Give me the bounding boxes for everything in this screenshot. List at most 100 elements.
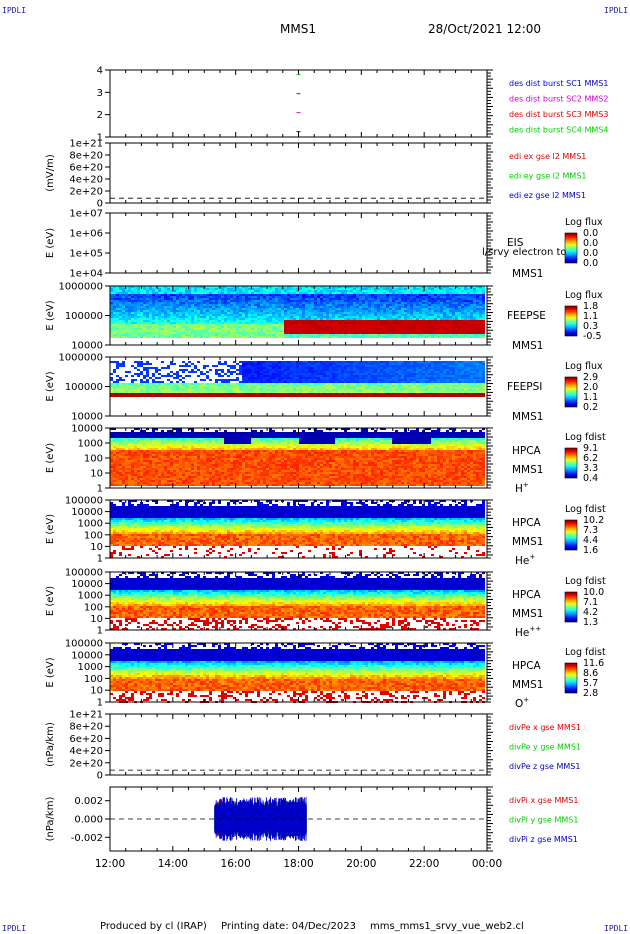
y-axis-label-divpe: (nPa/km) xyxy=(45,722,56,767)
colorbar-tick-label-hpca_he1: 1.6 xyxy=(583,545,598,556)
colorbar-tick-label-hpca_o: 11.6 xyxy=(583,658,604,669)
colorbar-tick-label-hpca_he1: 10.2 xyxy=(583,515,604,526)
colorbar-tick-label-feepse: 1.8 xyxy=(583,301,598,312)
y-tick-label-hpca_o: 1 xyxy=(97,698,103,709)
x-tick-label: 22:00 xyxy=(409,858,439,870)
instrument-label-hpca_o: HPCA xyxy=(512,660,542,672)
y-tick-label-hpca_he1: 100 xyxy=(84,530,103,541)
y-tick-label-eis: 1e+07 xyxy=(69,209,103,220)
y-tick-label-burst: 3 xyxy=(97,88,103,99)
y-tick-label-hpca_o: 10 xyxy=(90,686,103,697)
species-charge: + xyxy=(523,696,529,704)
y-tick-label-hpca_he2: 100000 xyxy=(65,568,103,579)
y-axis-label-edi: (mV/m) xyxy=(45,154,56,192)
colorbar-tick-label-hpca_he1: 7.3 xyxy=(583,525,598,536)
colorbar-tick-label-hpca_h: 0.4 xyxy=(583,473,598,484)
colorbar-tick-label-eis: 0.0 xyxy=(583,228,598,239)
colorbar-tick-label-hpca_he2: 4.2 xyxy=(583,607,598,618)
y-tick-label-edi: 8e+20 xyxy=(69,151,103,162)
colorbar-hpca_h xyxy=(564,447,578,479)
panel-frame-burst xyxy=(109,69,488,138)
footer-file: mms_mms1_srvy_vue_web2.cl xyxy=(370,921,524,932)
colorbar-hpca_he2 xyxy=(564,591,578,623)
y-tick-label-hpca_he1: 1 xyxy=(97,554,103,565)
spectrogram-hpca_he2 xyxy=(110,572,485,630)
colorbar-title-hpca_h: Log fdist xyxy=(565,432,606,443)
legend-item-burst: des dist burst SC4 MMS4 xyxy=(509,126,608,135)
y-tick-label-feepsi: 1000000 xyxy=(58,353,103,364)
species-label-hpca_he1: He+ xyxy=(515,553,535,567)
species-charge: ++ xyxy=(529,625,541,633)
legend-item-divpe: divPe z gse MMS1 xyxy=(509,762,580,771)
y-tick-label-feepsi: 10000 xyxy=(71,412,103,423)
instrument-label-feepse: FEEPSE xyxy=(507,310,546,322)
spacecraft-label-feepse: MMS1 xyxy=(512,340,543,352)
colorbar-tick-label-hpca_h: 9.1 xyxy=(583,443,598,454)
colorbar-feepse xyxy=(564,305,578,337)
x-tick-label: 00:00 xyxy=(472,858,502,870)
legend-item-edi: edi ey gse l2 MMS1 xyxy=(509,172,587,181)
overlay-text-eis: l/srvy electron to xyxy=(482,247,567,258)
colorbar-hpca_o xyxy=(564,662,578,694)
y-axis-label-eis: E (eV) xyxy=(45,228,56,258)
colorbar-tick-label-feepse: -0.5 xyxy=(583,331,602,342)
legend-item-burst: des dist burst SC2 MMS2 xyxy=(509,95,608,104)
colorbar-tick-label-feepsi: 1.1 xyxy=(583,392,598,403)
colorbar-title-eis: Log flux xyxy=(565,217,603,228)
y-tick-label-burst: 1 xyxy=(97,133,103,144)
y-tick-label-hpca_o: 10000 xyxy=(71,650,103,661)
y-tick-label-divpe: 0 xyxy=(97,771,103,782)
y-tick-label-hpca_h: 1 xyxy=(97,484,103,495)
y-tick-label-divpe: 2e+20 xyxy=(69,758,103,769)
colorbar-tick-label-hpca_o: 8.6 xyxy=(583,668,598,679)
y-tick-label-burst: 2 xyxy=(97,110,103,121)
legend-item-divpi: divPi y gse MMS1 xyxy=(509,816,578,825)
colorbar-tick-label-feepse: 0.3 xyxy=(583,321,598,332)
y-tick-label-hpca_he2: 10 xyxy=(90,614,103,625)
spectrogram-feepse xyxy=(110,286,485,338)
species-label-hpca_he2: He++ xyxy=(515,625,541,639)
y-tick-label-hpca_he1: 10000 xyxy=(71,507,103,518)
colorbar-tick-label-hpca_o: 2.8 xyxy=(583,688,598,699)
y-tick-label-hpca_h: 10000 xyxy=(71,424,103,435)
y-tick-label-eis: 1e+05 xyxy=(69,249,103,260)
colorbar-title-feepsi: Log flux xyxy=(565,361,603,372)
panel-frame-divpe xyxy=(109,713,488,776)
footer-printing-date: Printing date: 04/Dec/2023 xyxy=(221,921,357,932)
instrument-label-hpca_he2: HPCA xyxy=(512,589,542,601)
colorbar-tick-label-hpca_o: 5.7 xyxy=(583,678,598,689)
y-tick-label-hpca_o: 1000 xyxy=(78,662,103,673)
y-tick-label-hpca_o: 100000 xyxy=(65,639,103,650)
colorbar-tick-label-hpca_he1: 4.4 xyxy=(583,535,598,546)
y-axis-label-feepsi: E (eV) xyxy=(45,371,56,401)
y-tick-label-divpe: 6e+20 xyxy=(69,734,103,745)
y-tick-label-hpca_he2: 1000 xyxy=(78,591,103,602)
corner-label-bottom-right: IPDLI xyxy=(604,924,629,933)
y-axis-label-feepse: E (eV) xyxy=(45,300,56,330)
spacecraft-label-hpca_h: MMS1 xyxy=(512,464,543,476)
y-tick-label-hpca_he1: 100000 xyxy=(65,496,103,507)
species-charge: + xyxy=(529,553,535,561)
species-charge: + xyxy=(523,481,529,489)
x-tick-label: 14:00 xyxy=(158,858,188,870)
legend-item-edi: edi ez gse l2 MMS1 xyxy=(509,191,586,200)
colorbar-feepsi xyxy=(564,376,578,408)
y-axis-label-divpi: (nPa/km) xyxy=(45,797,56,842)
y-axis-label-hpca_o: E (eV) xyxy=(45,657,56,687)
y-tick-label-edi: 0 xyxy=(97,199,103,210)
instrument-label-hpca_he1: HPCA xyxy=(512,517,542,529)
legend-item-burst: des dist burst SC1 MMS1 xyxy=(509,79,608,88)
y-tick-label-divpe: 4e+20 xyxy=(69,746,103,757)
legend-item-edi: edi ex gse l2 MMS1 xyxy=(509,152,586,161)
y-tick-label-edi: 2e+20 xyxy=(69,187,103,198)
y-tick-label-hpca_o: 100 xyxy=(84,674,103,685)
y-tick-label-hpca_h: 1000 xyxy=(78,439,103,450)
y-tick-label-edi: 4e+20 xyxy=(69,175,103,186)
legend-item-divpi: divPi x gse MMS1 xyxy=(509,796,578,805)
colorbar-title-hpca_o: Log fdist xyxy=(565,647,606,658)
y-tick-label-edi: 1e+21 xyxy=(69,139,103,150)
corner-label-top-right: IPDLI xyxy=(604,6,629,15)
y-tick-label-edi: 6e+20 xyxy=(69,163,103,174)
y-tick-label-feepse: 100000 xyxy=(65,311,103,322)
colorbar-tick-label-hpca_he2: 7.1 xyxy=(583,597,598,608)
